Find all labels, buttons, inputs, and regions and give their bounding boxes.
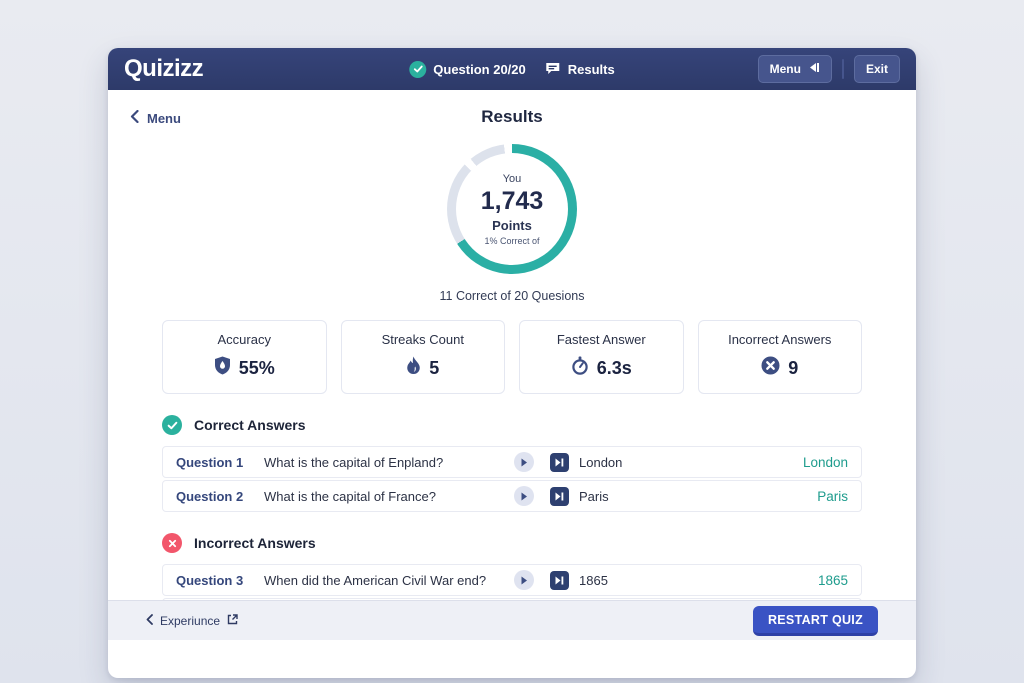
replay-answer-button[interactable] — [550, 570, 569, 590]
stat-card-accuracy: Accuracy 55% — [162, 320, 327, 394]
experience-back-link[interactable]: Experiunce — [146, 614, 238, 628]
flame-icon — [406, 356, 421, 380]
question-number: Question 2 — [176, 488, 244, 504]
topbar-divider — [841, 59, 844, 79]
given-answer: London — [579, 454, 623, 470]
stat-card-streaks: Streaks Count 5 — [340, 320, 505, 394]
experience-back-label: Experiunce — [160, 613, 221, 628]
question-text: What is the capital of France? — [264, 488, 436, 504]
correct-answers-section: Correct Answers Question 1 What is the c… — [108, 415, 916, 512]
footer-bar: Experiunce RESTART QUIZ — [108, 600, 916, 640]
stat-label: Fastest Answer — [556, 332, 646, 347]
stat-label: Streaks Count — [381, 332, 464, 347]
exit-button[interactable]: Exit — [853, 55, 900, 83]
topbar-status: Question 20/20 Results — [409, 48, 615, 90]
question-number: Question 3 — [176, 572, 244, 588]
check-circle-icon — [162, 415, 182, 435]
question-text: What is the capital of Enpland? — [264, 454, 444, 470]
play-audio-button[interactable] — [514, 486, 534, 506]
results-status-label: Results — [567, 61, 615, 77]
stat-card-fastest: Fastest Answer 6.3s — [519, 320, 684, 394]
exit-button-label: Exit — [865, 62, 888, 76]
score-ring-center: You 1,743 Points 1% Correct of — [456, 153, 568, 265]
correct-answer: 1865 — [817, 572, 848, 588]
stat-card-incorrect: Incorrect Answers 9 — [697, 320, 862, 394]
shield-icon — [214, 356, 231, 380]
quizizz-logo: Quizizz — [124, 55, 204, 82]
score-points-label: Points — [492, 217, 532, 233]
play-audio-button[interactable] — [514, 452, 534, 472]
x-circle-icon — [162, 533, 182, 553]
menu-button-label: Menu — [769, 62, 801, 76]
question-rows: Question 1 What is the capital of Enplan… — [162, 446, 862, 512]
stats-row: Accuracy 55% Streaks Count 5 — [108, 320, 916, 394]
topbar-actions: Menu Exit — [757, 55, 900, 83]
score-player-label: You — [502, 172, 522, 185]
score-points-value: 1,743 — [480, 186, 544, 215]
question-number: Question 1 — [176, 454, 244, 470]
app-window: Quizizz Question 20/20 Results Menu — [108, 48, 916, 678]
question-progress: Question 20/20 — [409, 60, 526, 78]
menu-button[interactable]: Menu — [757, 55, 832, 83]
question-text: When did the American Civil War end? — [264, 572, 487, 588]
section-header: Correct Answers — [162, 415, 862, 435]
correct-answer: London — [802, 454, 848, 470]
collapse-menu-icon — [808, 62, 820, 76]
stat-value: 6.3s — [596, 357, 632, 378]
given-answer: 1865 — [579, 572, 608, 588]
section-header: Incorrect Answers — [162, 533, 862, 553]
replay-answer-button[interactable] — [550, 452, 569, 472]
score-ring: You 1,743 Points 1% Correct of — [447, 144, 577, 274]
play-audio-button[interactable] — [514, 570, 534, 590]
stat-value: 5 — [429, 357, 440, 378]
chevron-left-icon — [146, 613, 153, 628]
stat-value: 55% — [238, 357, 275, 378]
score-donut-wrap: You 1,743 Points 1% Correct of — [108, 144, 916, 274]
check-circle-icon — [409, 60, 427, 78]
results-page: Menu Results You 1,743 Points 1% Correct… — [108, 90, 916, 640]
section-title: Correct Answers — [194, 417, 306, 433]
stat-value: 9 — [788, 357, 799, 378]
correct-answer: Paris — [817, 488, 848, 504]
given-answer: Paris — [579, 488, 609, 504]
section-title: Incorrect Answers — [194, 535, 316, 551]
x-circle-icon — [761, 356, 780, 380]
external-link-icon — [227, 613, 238, 628]
stopwatch-icon — [571, 356, 589, 380]
question-row: Question 1 What is the capital of Enplan… — [162, 446, 862, 478]
stat-label: Accuracy — [217, 332, 271, 347]
chat-bubble-icon — [546, 61, 561, 78]
restart-quiz-button[interactable]: RESTART QUIZ — [752, 605, 878, 636]
question-row: Question 3 When did the American Civil W… — [162, 564, 862, 596]
question-row: Question 2 What is the capital of France… — [162, 480, 862, 512]
back-to-menu-label: Menu — [147, 110, 181, 126]
top-bar: Quizizz Question 20/20 Results Menu — [108, 48, 916, 90]
score-sub-label: 1% Correct of — [484, 235, 540, 246]
chevron-left-icon — [130, 109, 139, 126]
stat-label: Incorrect Answers — [728, 332, 832, 347]
replay-answer-button[interactable] — [550, 486, 569, 506]
question-progress-label: Question 20/20 — [433, 61, 526, 77]
results-status: Results — [546, 61, 615, 78]
page-title: Results — [481, 107, 543, 126]
score-summary: 11 Correct of 20 Quesions — [439, 289, 585, 303]
back-to-menu-link[interactable]: Menu — [130, 109, 181, 126]
